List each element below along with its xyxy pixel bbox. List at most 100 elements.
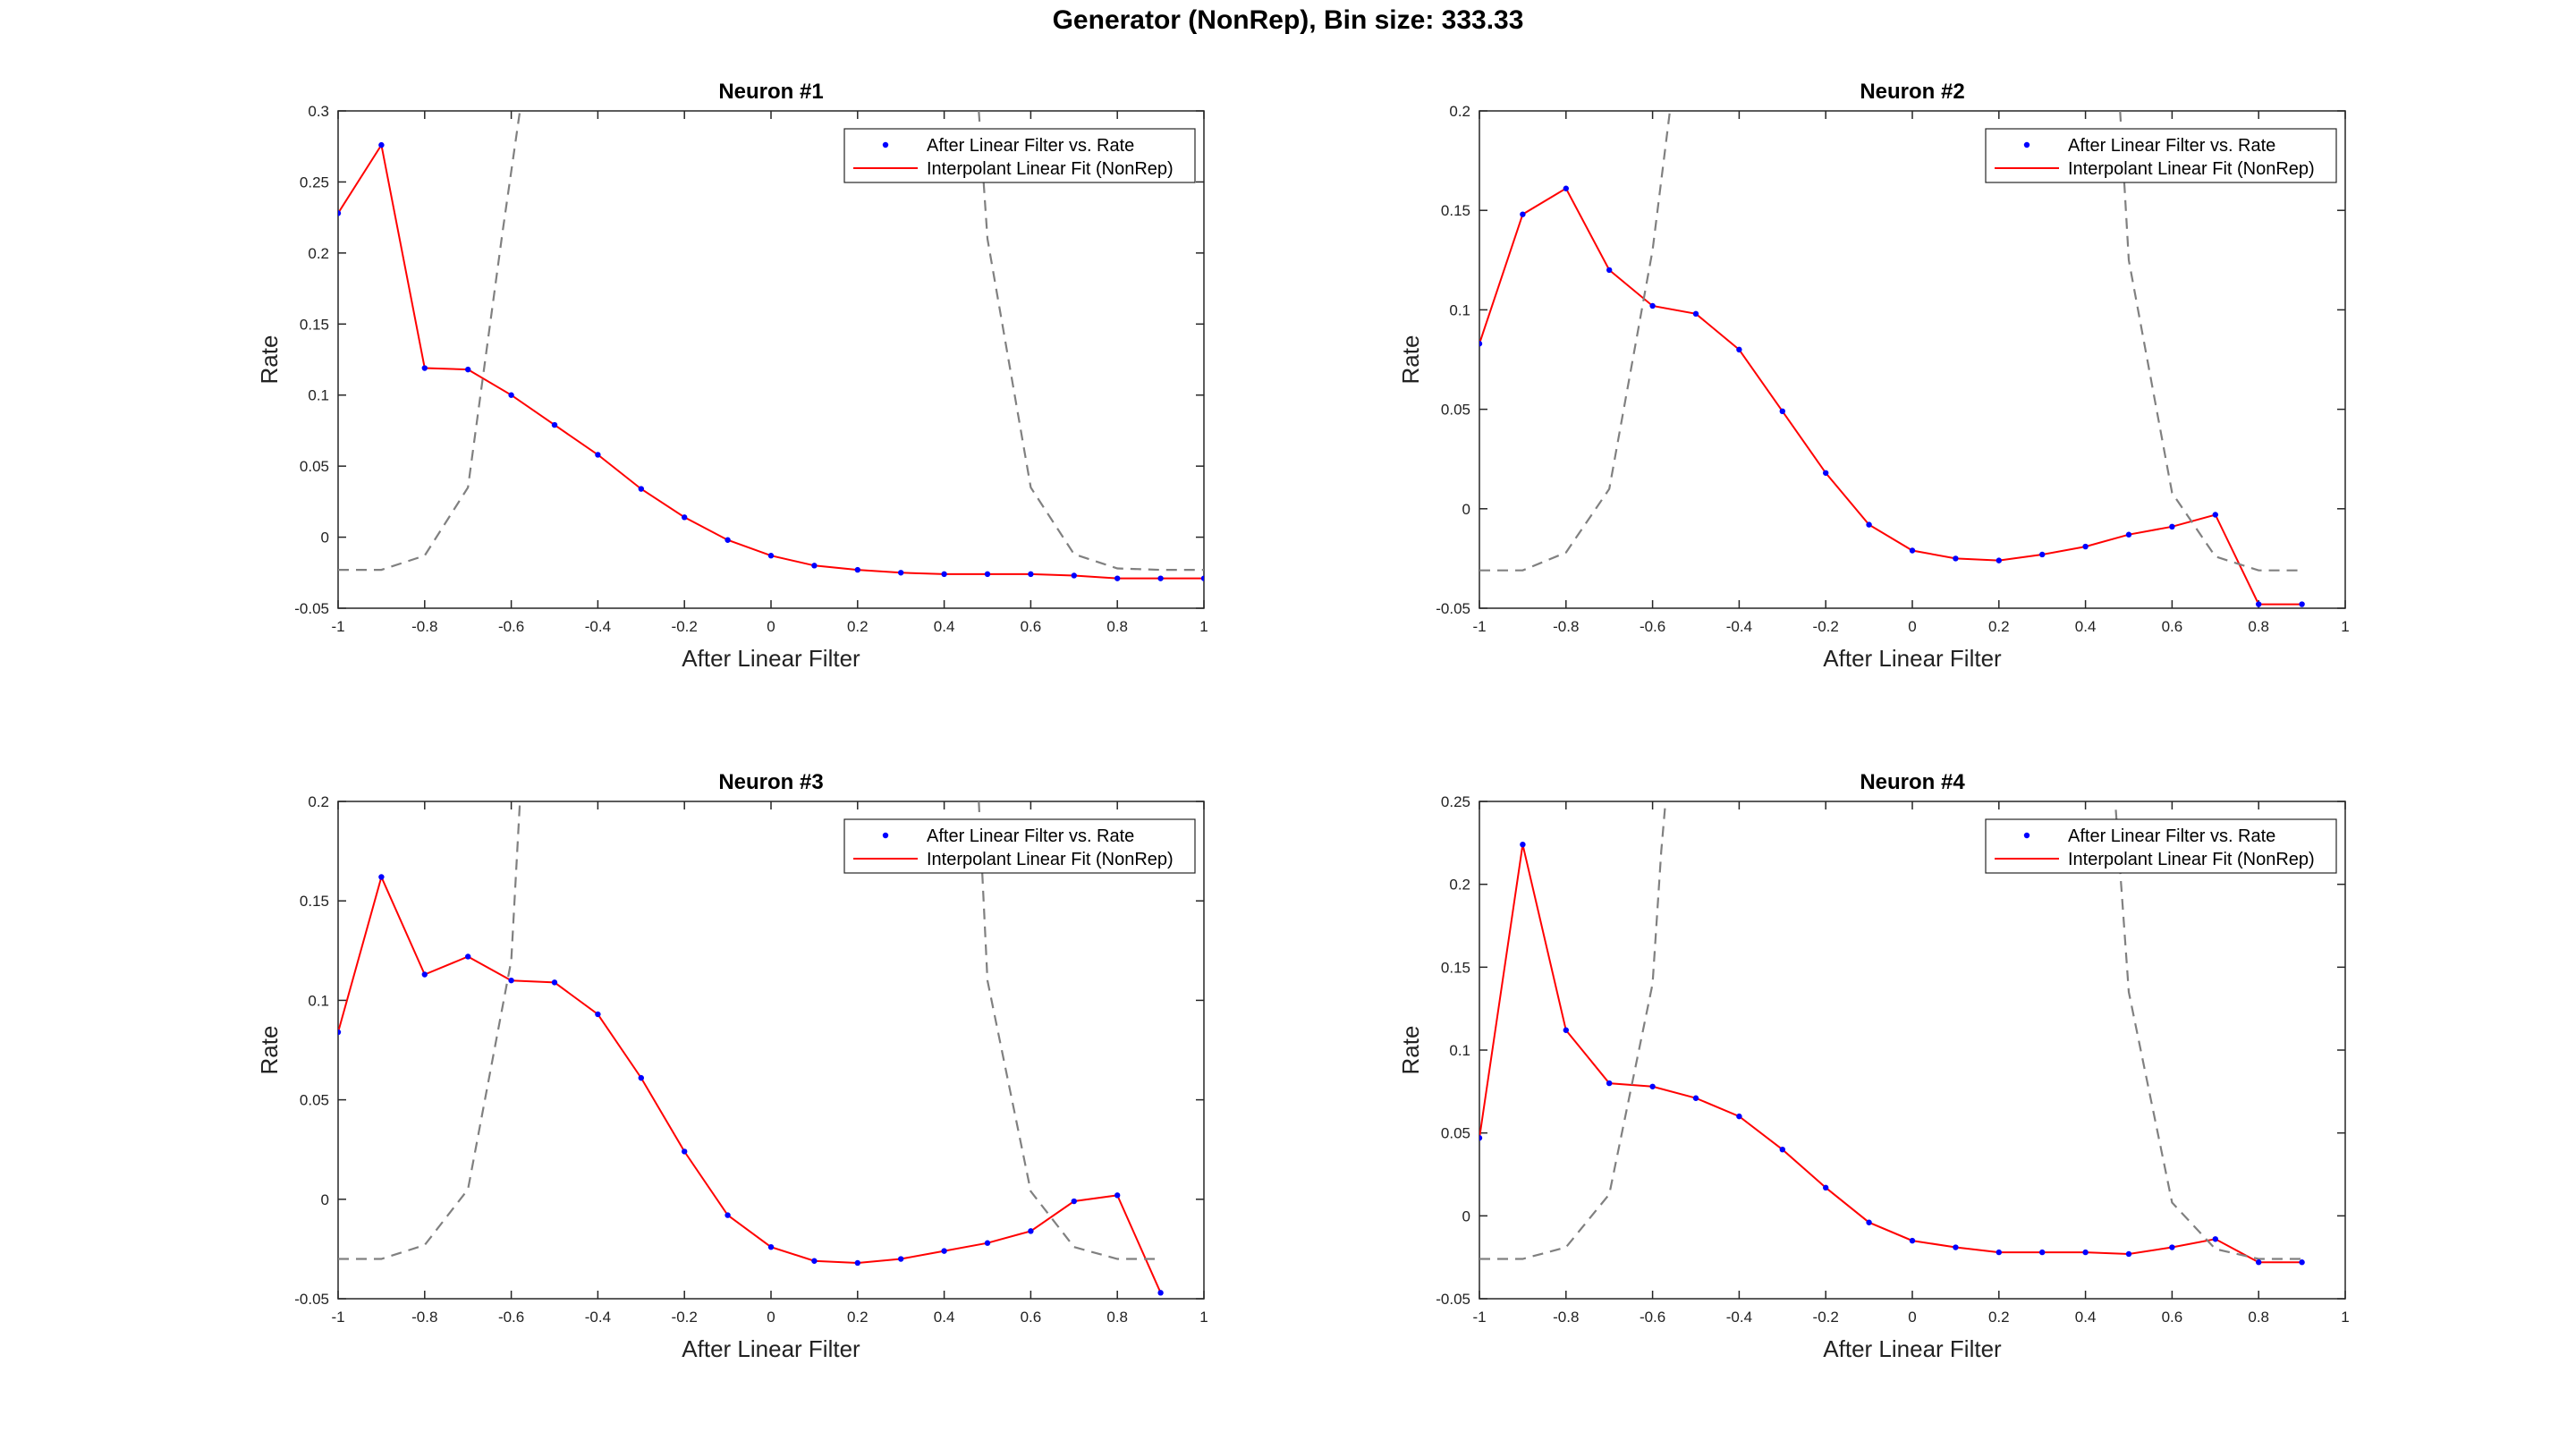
- data-point: [767, 553, 775, 559]
- x-tick-label: 0.6: [1021, 618, 1042, 635]
- distribution-dashed-line: [978, 111, 1204, 572]
- y-tick-label: -0.05: [1436, 1291, 1470, 1308]
- data-point: [1479, 1135, 1483, 1141]
- data-point: [378, 874, 385, 880]
- x-tick-label: 0.4: [934, 618, 955, 635]
- data-point: [508, 392, 514, 398]
- subplot-title: Neuron #3: [718, 770, 823, 794]
- x-tick-label: -0.4: [1726, 618, 1752, 635]
- y-axis-label: Rate: [1397, 1026, 1424, 1075]
- data-point: [811, 1258, 818, 1264]
- data-point: [1071, 572, 1078, 579]
- x-tick-label: -0.2: [672, 1309, 698, 1326]
- data-point: [1479, 341, 1483, 347]
- y-tick-label: 0.2: [1449, 877, 1470, 894]
- data-point: [551, 979, 558, 986]
- x-tick-label: 1: [1199, 1309, 1208, 1326]
- data-point: [508, 977, 514, 984]
- data-point: [1866, 1219, 1872, 1225]
- y-tick-label: 0.15: [1441, 959, 1470, 976]
- subplot-3: Neuron #3 After Linear Filter Rate -1 -0.8 -0…: [256, 770, 1208, 1362]
- data-point: [595, 452, 601, 458]
- legend-box: [843, 818, 1196, 874]
- data-point: [1736, 1113, 1742, 1120]
- data-point: [724, 1212, 731, 1218]
- data-point: [1157, 575, 1164, 581]
- x-tick-label: 0.8: [1106, 1309, 1128, 1326]
- legend-entry: Interpolant Linear Fit (NonRep): [2068, 159, 2315, 179]
- data-point: [338, 1029, 342, 1036]
- data-point: [984, 1240, 991, 1246]
- x-tick-label: 0.8: [1106, 618, 1128, 635]
- x-tick-label: -0.6: [1640, 1309, 1665, 1326]
- legend-entry: Interpolant Linear Fit (NonRep): [927, 159, 1174, 179]
- y-tick-label: 0.1: [308, 992, 329, 1009]
- x-axis-label: After Linear Filter: [682, 1335, 860, 1362]
- x-tick-label: 0.8: [2248, 618, 2269, 635]
- data-point: [2212, 1236, 2218, 1242]
- data-point: [682, 514, 688, 521]
- data-point: [1114, 1192, 1121, 1199]
- distribution-dashed-line: [338, 111, 521, 572]
- data-point: [811, 563, 818, 569]
- data-point: [1866, 521, 1872, 528]
- interpolant-fit-line: [338, 142, 1204, 580]
- data-point: [465, 953, 471, 960]
- legend-marker-points: [882, 141, 889, 148]
- y-tick-label: 0.1: [1449, 1042, 1470, 1059]
- x-tick-label: -1: [1472, 1309, 1486, 1326]
- x-tick-label: 0: [767, 618, 775, 635]
- data-point: [682, 1148, 688, 1155]
- data-point: [378, 141, 385, 148]
- data-point: [854, 1259, 860, 1267]
- distribution-dashed-line: [1479, 111, 1672, 572]
- data-point: [1520, 211, 1526, 217]
- x-tick-label: 0: [1908, 1309, 1916, 1326]
- x-tick-label: -0.8: [411, 1309, 437, 1326]
- y-tick-label: 0: [1462, 1208, 1470, 1224]
- data-point: [2299, 1259, 2305, 1266]
- legend: After Linear Filter vs. Rate Interpolant …: [1985, 818, 2337, 874]
- legend-entry: After Linear Filter vs. Rate: [927, 136, 1134, 156]
- data-point: [421, 365, 428, 371]
- x-tick-label: -0.2: [1813, 618, 1839, 635]
- plot-area: [338, 801, 1164, 1296]
- y-axis-label: Rate: [1397, 335, 1424, 385]
- data-point: [421, 971, 428, 978]
- x-tick-label: -0.4: [585, 618, 611, 635]
- y-axis-label: Rate: [256, 1026, 283, 1075]
- data-point: [1028, 571, 1034, 578]
- legend-box: [843, 128, 1196, 183]
- data-point: [1823, 1184, 1829, 1191]
- plot-frame: [337, 110, 1205, 609]
- subplot-title: Neuron #2: [1860, 80, 1964, 104]
- y-tick-label: -0.05: [294, 600, 329, 617]
- legend-marker-points: [2023, 141, 2030, 148]
- x-tick-label: 0: [1908, 618, 1916, 635]
- data-point: [1200, 575, 1204, 581]
- data-point: [898, 1256, 904, 1262]
- x-tick-label: 0: [767, 1309, 775, 1326]
- y-tick-label: 0.1: [308, 387, 329, 404]
- data-point: [1028, 1228, 1034, 1234]
- y-tick-label: 0.25: [1441, 793, 1470, 810]
- legend-entry: After Linear Filter vs. Rate: [2068, 136, 2275, 156]
- interpolant-fit-line: [1479, 843, 2302, 1264]
- x-tick-label: 1: [2341, 618, 2349, 635]
- x-tick-label: -1: [331, 1309, 344, 1326]
- data-point: [1692, 310, 1699, 318]
- data-point: [941, 1248, 947, 1254]
- y-tick-label: 0.15: [300, 893, 329, 910]
- data-point: [1649, 1083, 1656, 1089]
- data-point: [2169, 523, 2175, 530]
- y-tick-label: 0.05: [1441, 402, 1470, 419]
- data-point: [1779, 1147, 1786, 1153]
- x-tick-label: -0.6: [498, 1309, 524, 1326]
- y-axis-label: Rate: [256, 335, 283, 385]
- plot-frame: [1479, 801, 2346, 1300]
- x-tick-label: -0.2: [1813, 1309, 1839, 1326]
- data-point: [1736, 346, 1742, 353]
- data-point: [638, 486, 644, 492]
- x-axis-label: After Linear Filter: [1823, 645, 2002, 672]
